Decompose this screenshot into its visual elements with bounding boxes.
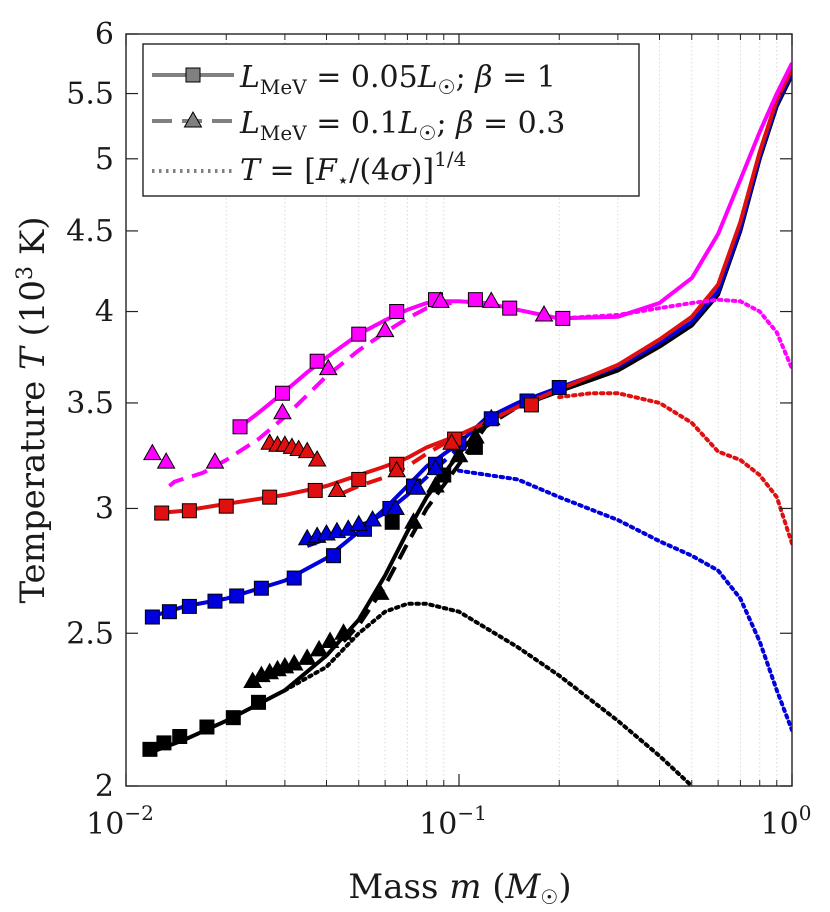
marker-triangle: [320, 631, 340, 649]
marker-square: [309, 353, 325, 369]
marker-triangle: [449, 445, 469, 463]
marker-triangle: [431, 291, 450, 308]
marker-square: [156, 735, 172, 751]
legend: LMeV = 0.05L☉; β = 1 LMeV = 0.1L☉; β = 0…: [142, 43, 640, 197]
marker-triangle: [205, 452, 225, 469]
marker-square: [207, 593, 223, 609]
marker-triangle: [387, 460, 407, 478]
marker-triangle: [363, 509, 382, 527]
marker-square: [523, 397, 539, 413]
marker-square: [286, 570, 302, 586]
marker-triangle: [297, 441, 317, 459]
marker-square: [253, 580, 269, 596]
marker-triangle: [534, 304, 554, 322]
marker-square: [229, 588, 245, 604]
marker-triangle: [408, 478, 427, 495]
marker-triangle: [386, 498, 405, 515]
marker-square: [351, 471, 367, 487]
marker-triangle: [442, 433, 461, 450]
marker-triangle: [307, 450, 327, 467]
legend-entry-dotted: T = [F⋆/(4σ)]1/4: [240, 147, 466, 192]
marker-square: [181, 598, 197, 614]
marker-square: [551, 379, 567, 395]
y-tick-label: 3: [95, 491, 114, 526]
marker-square: [274, 385, 290, 401]
marker-square: [389, 304, 405, 320]
y-tick-label: 5.5: [66, 77, 114, 112]
legend-entry-dashed: LMeV = 0.1L☉; β = 0.3: [239, 106, 565, 145]
axis-ticks: [125, 33, 793, 787]
marker-triangle: [334, 623, 353, 640]
series-blue-dotted: [457, 468, 792, 733]
x-axis-title: Mass m (M☉): [348, 867, 571, 909]
marker-triangle: [426, 476, 445, 493]
series-red-dotted: [557, 391, 792, 546]
marker-triangle: [327, 480, 347, 497]
marker-triangle: [375, 320, 395, 338]
marker-square: [384, 514, 400, 530]
marker-square: [483, 411, 499, 427]
marker-square: [218, 498, 234, 514]
series-magenta-dashed: [168, 299, 460, 488]
legend-samples: [152, 67, 234, 173]
marker-square: [307, 482, 323, 498]
y-axis-title: Temperature T (103 K): [13, 216, 53, 603]
marker-square: [555, 310, 571, 326]
marker-square: [172, 728, 188, 744]
marker-triangle: [297, 648, 317, 665]
marker-triangle: [404, 512, 423, 529]
marker-square: [142, 741, 158, 757]
marker-triangle: [284, 654, 304, 671]
marker-square: [502, 300, 518, 316]
marker-square: [467, 292, 483, 308]
y-tick-label: 3.5: [66, 386, 114, 421]
marker-triangle: [318, 358, 338, 376]
y-tick-label: 2: [95, 769, 114, 804]
marker-square: [181, 503, 197, 519]
y-tick-label: 6: [95, 17, 114, 52]
y-tick-label: 4.5: [66, 214, 114, 249]
legend-marker-triangle: [183, 110, 203, 128]
marker-triangle: [309, 639, 329, 657]
series-magenta-dotted: [557, 297, 792, 371]
marker-triangle: [273, 402, 292, 420]
marker-triangle: [349, 514, 369, 532]
series-black-dotted: [282, 601, 694, 786]
marker-square: [232, 419, 248, 435]
marker-square: [251, 694, 267, 710]
marker-square: [225, 710, 241, 726]
marker-triangle: [156, 452, 176, 469]
marker-triangle: [481, 291, 501, 308]
marker-square: [326, 548, 342, 564]
plot-markers: [142, 291, 571, 757]
y-tick-label: 5: [95, 142, 114, 177]
marker-triangle: [426, 458, 445, 476]
marker-triangle: [466, 427, 485, 444]
marker-square: [154, 505, 170, 521]
legend-entry-solid: LMeV = 0.05L☉; β = 1: [239, 60, 556, 99]
marker-square: [161, 604, 177, 620]
marker-square: [262, 489, 278, 505]
y-tick-label: 2.5: [66, 616, 114, 651]
marker-triangle: [143, 443, 162, 461]
marker-square: [351, 326, 367, 342]
marker-square: [199, 719, 215, 735]
y-tick-label: 4: [95, 295, 114, 330]
marker-square: [144, 609, 160, 625]
marker-triangle: [370, 583, 390, 600]
legend-marker-square: [185, 67, 201, 83]
